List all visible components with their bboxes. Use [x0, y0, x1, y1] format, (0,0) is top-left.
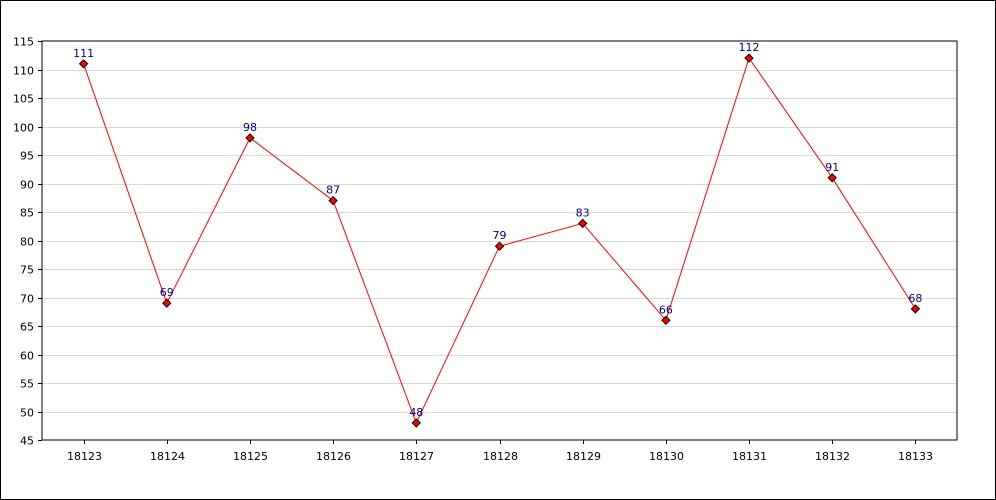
y-tick-label: 60 — [20, 350, 34, 363]
y-tick-label: 95 — [20, 150, 34, 163]
data-point-marker — [661, 315, 671, 326]
data-point-marker — [910, 304, 921, 314]
x-tick-label: 18124 — [150, 450, 185, 463]
y-tick-label: 70 — [20, 293, 34, 306]
y-tick-label: 85 — [20, 207, 34, 220]
data-point-label: 66 — [659, 303, 673, 316]
x-tick-label: 18129 — [566, 450, 601, 463]
data-point-marker — [245, 133, 255, 143]
x-tick-label: 18126 — [316, 450, 351, 463]
data-point-label: 79 — [493, 229, 507, 242]
data-point-label: 112 — [739, 41, 760, 54]
data-point-marker — [411, 418, 422, 428]
data-point-marker — [328, 195, 338, 206]
data-point-label: 87 — [326, 184, 340, 197]
data-point-marker — [162, 298, 172, 308]
x-tick-label: 18127 — [399, 450, 434, 463]
x-tick-label: 18131 — [732, 450, 767, 463]
x-tick-label: 18132 — [815, 450, 850, 463]
y-tick-label: 80 — [20, 236, 34, 249]
y-tick-label: 45 — [20, 435, 34, 448]
data-point-marker — [577, 218, 588, 229]
x-tick-label: 18125 — [233, 450, 268, 463]
series-layer — [78, 53, 921, 428]
grid-layer — [42, 70, 957, 413]
data-point-label: 68 — [908, 292, 922, 305]
x-tick-label: 18130 — [649, 450, 684, 463]
x-tick-label: 18133 — [898, 450, 933, 463]
data-point-marker — [494, 241, 505, 251]
y-tick-label: 110 — [13, 65, 34, 78]
y-tick-label: 75 — [20, 264, 34, 277]
data-point-label: 98 — [243, 121, 257, 134]
data-point-label: 48 — [409, 406, 423, 419]
y-tick-label: 50 — [20, 407, 34, 420]
y-tick-label: 115 — [13, 36, 34, 49]
x-tick-label: 18123 — [67, 450, 102, 463]
y-tick-label: 90 — [20, 179, 34, 192]
data-point-label: 69 — [160, 286, 174, 299]
data-point-marker — [827, 173, 837, 183]
data-point-marker — [78, 59, 89, 69]
y-tick-label: 100 — [13, 122, 34, 135]
x-tick-label: 18128 — [483, 450, 518, 463]
y-tick-label: 105 — [13, 93, 34, 106]
data-point-label: 83 — [576, 206, 590, 219]
ticks-layer: 45 50 55 60 65 70 75 80 85 90 95 100 105 110 115 18123 1… — [13, 36, 933, 464]
data-point-label: 91 — [825, 161, 839, 174]
labels-layer: 111 69 98 87 48 79 83 66 112 91 68 — [73, 41, 922, 419]
y-tick-label: 55 — [20, 378, 34, 391]
data-point-marker — [744, 53, 754, 63]
y-tick-label: 65 — [20, 321, 34, 334]
plot-area — [41, 40, 958, 441]
data-point-label: 111 — [73, 47, 94, 60]
